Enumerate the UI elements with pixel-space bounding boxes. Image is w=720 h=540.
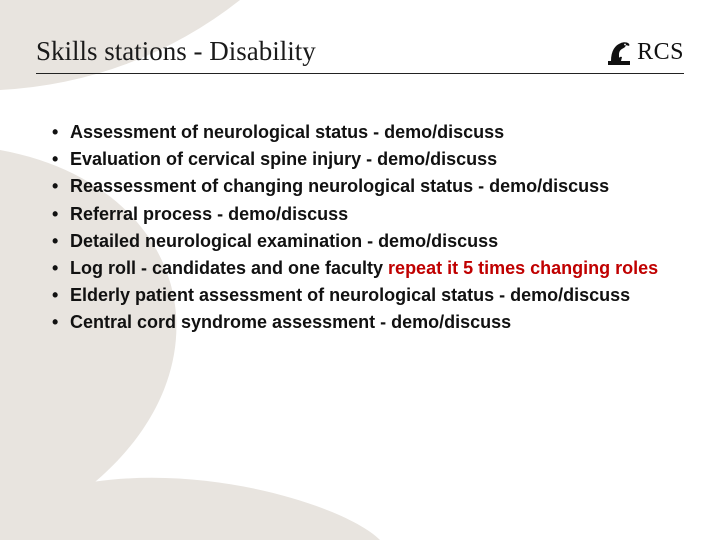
bullet-emphasis: repeat it 5 times changing roles xyxy=(388,258,658,278)
bullet-list: Assessment of neurological status - demo… xyxy=(48,120,672,336)
slide-title: Skills stations - Disability xyxy=(36,36,316,67)
bullet-text: Log roll - candidates and one faculty xyxy=(70,258,388,278)
pelican-icon xyxy=(605,37,633,67)
bullet-item: Log roll - candidates and one faculty re… xyxy=(48,256,672,281)
bullet-item: Detailed neurological examination - demo… xyxy=(48,229,672,254)
logo-text: RCS xyxy=(637,39,684,66)
bullet-item: Central cord syndrome assessment - demo/… xyxy=(48,310,672,335)
bullet-item: Assessment of neurological status - demo… xyxy=(48,120,672,145)
bullet-text: Detailed neurological examination - demo… xyxy=(70,231,498,251)
bullet-item: Elderly patient assessment of neurologic… xyxy=(48,283,672,308)
bullet-text: Central cord syndrome assessment - demo/… xyxy=(70,312,511,332)
slide-body: Assessment of neurological status - demo… xyxy=(48,120,672,338)
bullet-item: Referral process - demo/discuss xyxy=(48,202,672,227)
bullet-text: Referral process - demo/discuss xyxy=(70,204,348,224)
slide-header: Skills stations - Disability RCS xyxy=(36,36,684,74)
bullet-text: Reassessment of changing neurological st… xyxy=(70,176,609,196)
bullet-text: Elderly patient assessment of neurologic… xyxy=(70,285,630,305)
bullet-text: Evaluation of cervical spine injury - de… xyxy=(70,149,497,169)
bullet-item: Reassessment of changing neurological st… xyxy=(48,174,672,199)
bullet-item: Evaluation of cervical spine injury - de… xyxy=(48,147,672,172)
rcs-logo: RCS xyxy=(605,37,684,67)
bullet-text: Assessment of neurological status - demo… xyxy=(70,122,504,142)
